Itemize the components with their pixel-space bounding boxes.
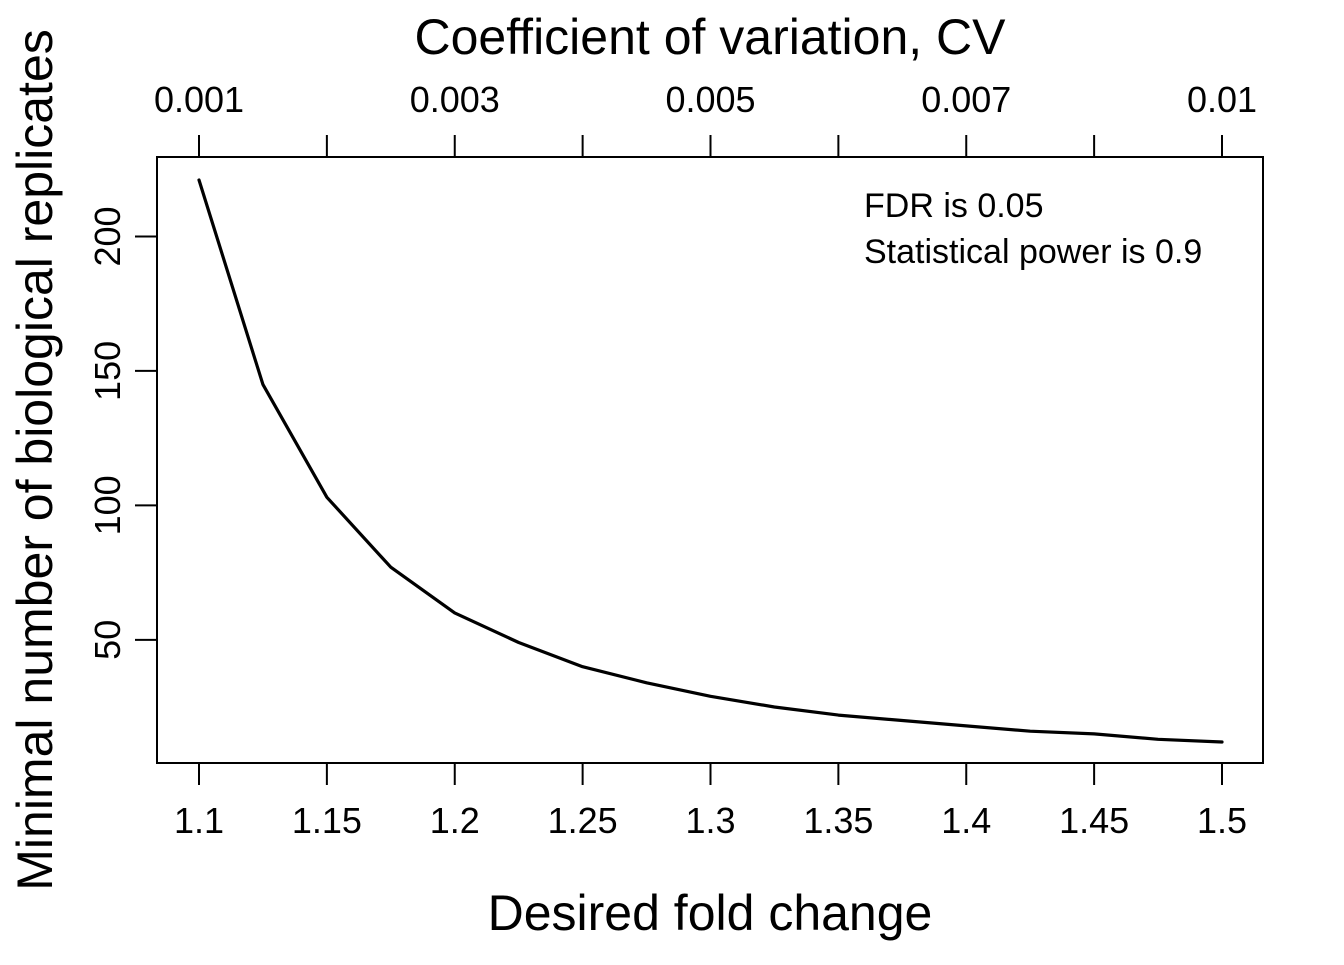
top-tick-label: 0.001: [154, 79, 244, 120]
x-tick-label: 1.15: [292, 800, 362, 841]
x-tick-label: 1.2: [430, 800, 480, 841]
series-line-0: [197, 178, 1224, 744]
x-tick-label: 1.4: [941, 800, 991, 841]
top-tick-label: 0.005: [665, 79, 755, 120]
top-axis-title: Coefficient of variation, CV: [414, 9, 1006, 65]
y-tick-label: 150: [87, 341, 128, 401]
top-tick-label: 0.007: [921, 79, 1011, 120]
top-tick-label: 0.003: [410, 79, 500, 120]
x-tick-label: 1.35: [803, 800, 873, 841]
annotation-fdr: FDR is 0.05: [864, 187, 1044, 225]
x-axis-title: Desired fold change: [488, 885, 933, 941]
annotation-power: Statistical power is 0.9: [864, 233, 1202, 271]
top-tick-label: 0.01: [1187, 79, 1257, 120]
y-tick-label: 200: [87, 206, 128, 266]
x-tick-label: 1.45: [1059, 800, 1129, 841]
y-tick-label: 50: [87, 620, 128, 660]
x-tick-label: 1.25: [548, 800, 618, 841]
chart-marks: 1.1 1.15 1.2 1.25 1.3 1.35 1.4 1.45 1.5 0.001 0.00…: [87, 79, 1257, 841]
y-tick-label: 100: [87, 475, 128, 535]
x-tick-label: 1.1: [174, 800, 224, 841]
x-tick-label: 1.3: [685, 800, 735, 841]
y-axis-title: Minimal number of biological replicates: [7, 29, 63, 891]
x-tick-label: 1.5: [1197, 800, 1247, 841]
